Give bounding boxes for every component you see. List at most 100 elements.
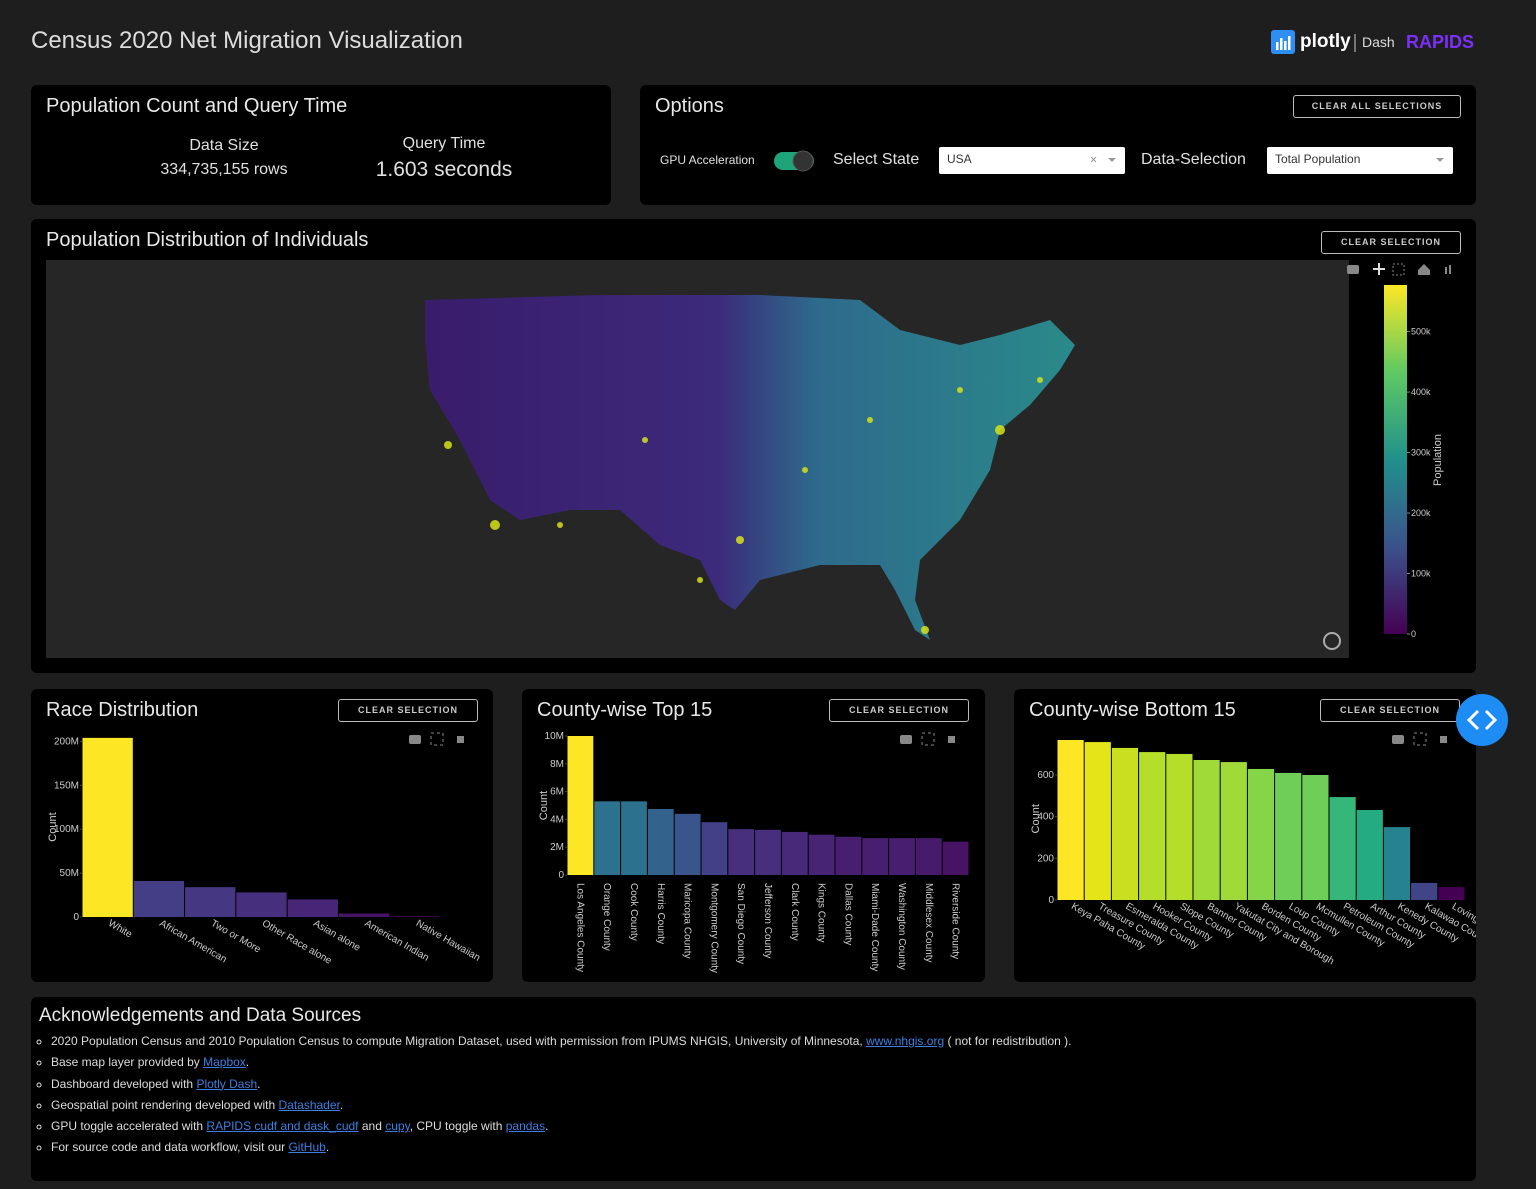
ack-text: 2020 Population Census and 2010 Populati… <box>51 1034 867 1048</box>
x-tick-label: Cook County <box>628 883 639 941</box>
bar[interactable] <box>915 838 942 875</box>
bar[interactable] <box>594 801 621 875</box>
us-map <box>425 295 1075 640</box>
x-tick-label: Riverside County <box>950 883 961 959</box>
bar[interactable] <box>942 841 969 875</box>
x-tick-label: Orange County <box>601 883 612 951</box>
bar[interactable] <box>1383 827 1411 900</box>
bar[interactable] <box>1139 752 1166 900</box>
stats-panel: Population Count and Query Time Data Siz… <box>31 85 611 205</box>
chart-panel: County-wise Top 15 CLEAR SELECTION 0 2M 4M… <box>522 689 985 982</box>
ack-link[interactable]: Plotly Dash <box>196 1076 258 1091</box>
ack-link[interactable]: GitHub <box>288 1140 326 1155</box>
x-tick-label: San Diego County <box>735 883 746 964</box>
y-tick-label: 8M <box>550 759 564 770</box>
bar[interactable] <box>567 736 594 875</box>
bar[interactable] <box>287 899 338 917</box>
ack-list: 2020 Population Census and 2010 Populati… <box>39 1031 1072 1159</box>
bar[interactable] <box>236 892 287 917</box>
bar[interactable] <box>1275 772 1302 900</box>
colorbar-tick-label: 500k <box>1411 327 1431 337</box>
ack-text: For source code and data workflow, visit… <box>51 1140 289 1155</box>
colorbar-tick-label: 300k <box>1411 448 1431 458</box>
logo-separator <box>1354 34 1356 52</box>
gpu-label: GPU Acceleration <box>660 153 755 167</box>
bar[interactable] <box>1084 742 1111 900</box>
x-tick-label: Kings County <box>816 883 827 942</box>
ack-link[interactable]: pandas <box>505 1119 546 1134</box>
bar[interactable] <box>1438 887 1465 900</box>
bar[interactable] <box>1057 740 1084 900</box>
gpu-toggle[interactable] <box>773 150 815 172</box>
x-tick-label: Clark County <box>789 883 800 941</box>
selection-dropdown[interactable]: Total Population <box>1267 147 1453 174</box>
clear-selection-button[interactable]: CLEAR SELECTION <box>829 699 969 722</box>
bar[interactable] <box>1111 747 1139 900</box>
modebar[interactable] <box>1347 263 1451 276</box>
ack-link[interactable]: Mapbox <box>203 1055 246 1070</box>
bar[interactable] <box>1247 768 1275 900</box>
x-tick-label: Harris County <box>655 883 666 944</box>
ack-text: GPU toggle accelerated with <box>51 1119 207 1134</box>
bar[interactable] <box>1193 760 1220 900</box>
bar[interactable] <box>1329 797 1356 900</box>
clear-selection-button[interactable]: CLEAR SELECTION <box>1320 699 1460 722</box>
y-tick-label: 400 <box>1037 812 1054 823</box>
bar[interactable] <box>185 887 236 917</box>
y-tick-label: 0 <box>558 870 564 881</box>
ack-text: Base map layer provided by <box>51 1055 204 1070</box>
bar[interactable] <box>390 916 441 917</box>
modebar-autoscale <box>921 732 935 746</box>
ack-text: ( not for redistribution ). <box>944 1034 1072 1048</box>
y-tick-label: 50M <box>60 868 79 879</box>
colorbar-tick-label: 0 <box>1411 629 1416 639</box>
modebar-camera <box>1392 735 1404 744</box>
nav-button[interactable] <box>1456 694 1508 746</box>
bar[interactable] <box>862 838 889 875</box>
chart-title: County-wise Bottom 15 <box>1029 699 1236 721</box>
modebar-logo <box>948 736 955 743</box>
ack-link[interactable]: cupy <box>385 1119 410 1134</box>
y-axis-label: Count <box>1030 804 1042 833</box>
chart-panel: Race Distribution CLEAR SELECTION 0 50M 10… <box>31 689 493 982</box>
ack-link[interactable]: RAPIDS cudf and dask_cudf <box>206 1119 359 1134</box>
ack-link[interactable]: Datashader <box>278 1097 340 1112</box>
y-tick-label: 4M <box>550 814 564 825</box>
bar[interactable] <box>1411 882 1438 900</box>
bar[interactable] <box>621 801 647 875</box>
x-tick-label: Jefferson County <box>762 883 773 958</box>
modebar[interactable] <box>1392 732 1447 746</box>
bar[interactable] <box>755 829 781 875</box>
bar[interactable] <box>701 822 728 875</box>
bar[interactable] <box>1166 753 1193 900</box>
bar[interactable] <box>647 808 674 875</box>
data-size-value: 334,735,155 rows <box>160 161 288 178</box>
bar[interactable] <box>82 737 133 917</box>
modebar[interactable] <box>900 732 955 746</box>
bar[interactable] <box>728 829 755 875</box>
bar[interactable] <box>781 831 808 875</box>
bar[interactable] <box>808 834 835 875</box>
bar[interactable] <box>889 838 915 875</box>
bar[interactable] <box>1356 810 1383 900</box>
bar[interactable] <box>338 913 390 917</box>
ack-title: Acknowledgements and Data Sources <box>39 1005 362 1026</box>
bar[interactable] <box>1220 762 1247 900</box>
bar[interactable] <box>674 813 701 875</box>
clear-all-button[interactable]: CLEAR ALL SELECTIONS <box>1293 95 1461 118</box>
bar[interactable] <box>1302 775 1329 900</box>
panel-title: Population Count and Query Time <box>46 95 348 117</box>
colorbar <box>1384 285 1407 634</box>
clear-selection-button[interactable]: CLEAR SELECTION <box>1321 231 1461 254</box>
bar[interactable] <box>835 836 862 875</box>
bar-chart: 0 2M 4M 6M 8M 10M Count Los Angeles County Orang… <box>538 731 969 973</box>
info-icon[interactable] <box>1323 632 1341 650</box>
modebar[interactable] <box>409 732 464 746</box>
bar[interactable] <box>133 881 185 917</box>
query-time-value: 1.603 seconds <box>375 158 513 181</box>
clear-selection-button[interactable]: CLEAR SELECTION <box>338 699 478 722</box>
ack-link[interactable]: www.nhgis.org <box>866 1034 945 1048</box>
state-dropdown[interactable]: USA <box>939 147 1125 174</box>
